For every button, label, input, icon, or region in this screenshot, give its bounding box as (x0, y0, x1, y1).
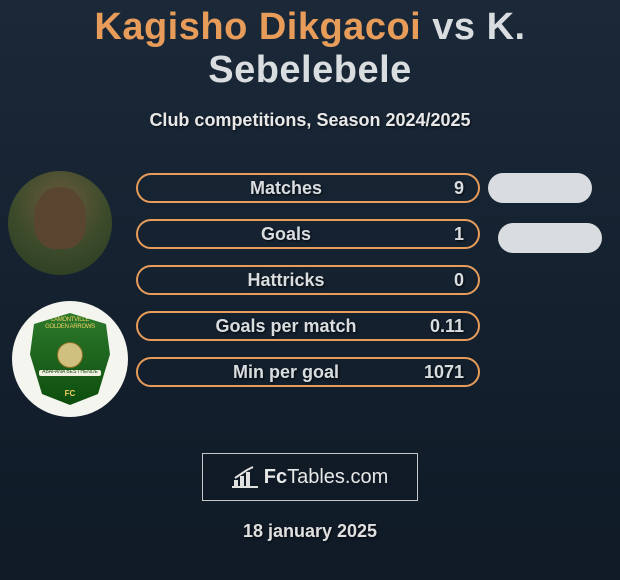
stats-area: LAMONTVILLEGOLDEN ARROWS ABAFANA BES'THE… (0, 163, 620, 423)
crest-band: ABAFANA BES'THENDE (39, 370, 101, 376)
shield-icon: LAMONTVILLEGOLDEN ARROWS ABAFANA BES'THE… (30, 313, 110, 405)
date-label: 18 january 2025 (243, 521, 377, 542)
club-crest: LAMONTVILLEGOLDEN ARROWS ABAFANA BES'THE… (12, 301, 128, 417)
crest-fc: FC (65, 390, 76, 399)
ball-icon (57, 342, 83, 368)
stat-row: Matches9 (136, 173, 480, 203)
stat-label: Goals per match (152, 316, 420, 337)
stat-row: Min per goal1071 (136, 357, 480, 387)
comparison-pill (488, 173, 592, 203)
brand-text: FcTables.com (264, 466, 389, 489)
brand-badge: FcTables.com (202, 453, 418, 501)
stat-value: 1 (420, 224, 464, 245)
stat-value: 1071 (420, 362, 464, 383)
comparison-pill (498, 223, 602, 253)
stat-label: Matches (152, 178, 420, 199)
stat-value: 0 (420, 270, 464, 291)
subtitle: Club competitions, Season 2024/2025 (0, 110, 620, 131)
bar-chart-icon (232, 466, 258, 488)
page-title: Kagisho Dikgacoi vs K. Sebelebele (0, 0, 620, 92)
stat-value: 9 (420, 178, 464, 199)
stat-row: Hattricks0 (136, 265, 480, 295)
stat-row: Goals per match0.11 (136, 311, 480, 341)
crest-top-text: LAMONTVILLEGOLDEN ARROWS (45, 317, 95, 330)
title-p1: Kagisho Dikgacoi (94, 6, 421, 48)
stat-label: Min per goal (152, 362, 420, 383)
stat-label: Hattricks (152, 270, 420, 291)
stat-row: Goals1 (136, 219, 480, 249)
stat-label: Goals (152, 224, 420, 245)
title-vs: vs (421, 6, 486, 48)
stat-value: 0.11 (420, 316, 464, 337)
stat-rows: Matches9Goals1Hattricks0Goals per match0… (136, 173, 480, 403)
footer: FcTables.com 18 january 2025 (0, 453, 620, 542)
player1-avatar (8, 171, 112, 275)
